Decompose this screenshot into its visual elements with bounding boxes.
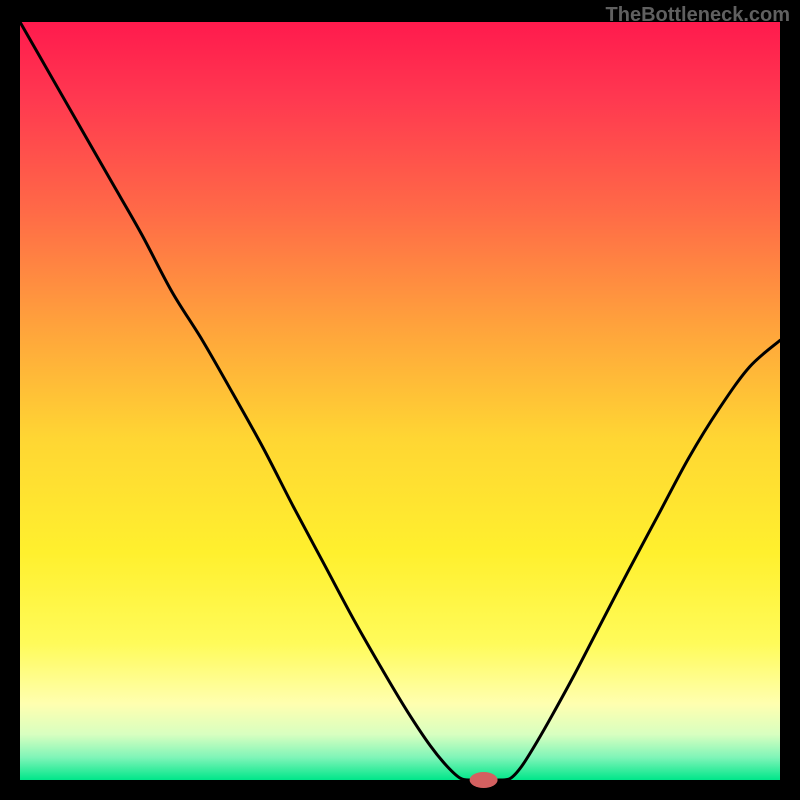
plot-background <box>20 22 780 780</box>
bottleneck-chart: TheBottleneck.com <box>0 0 800 800</box>
chart-svg <box>0 0 800 800</box>
optimal-point-marker <box>470 772 498 788</box>
watermark-text: TheBottleneck.com <box>606 4 790 27</box>
